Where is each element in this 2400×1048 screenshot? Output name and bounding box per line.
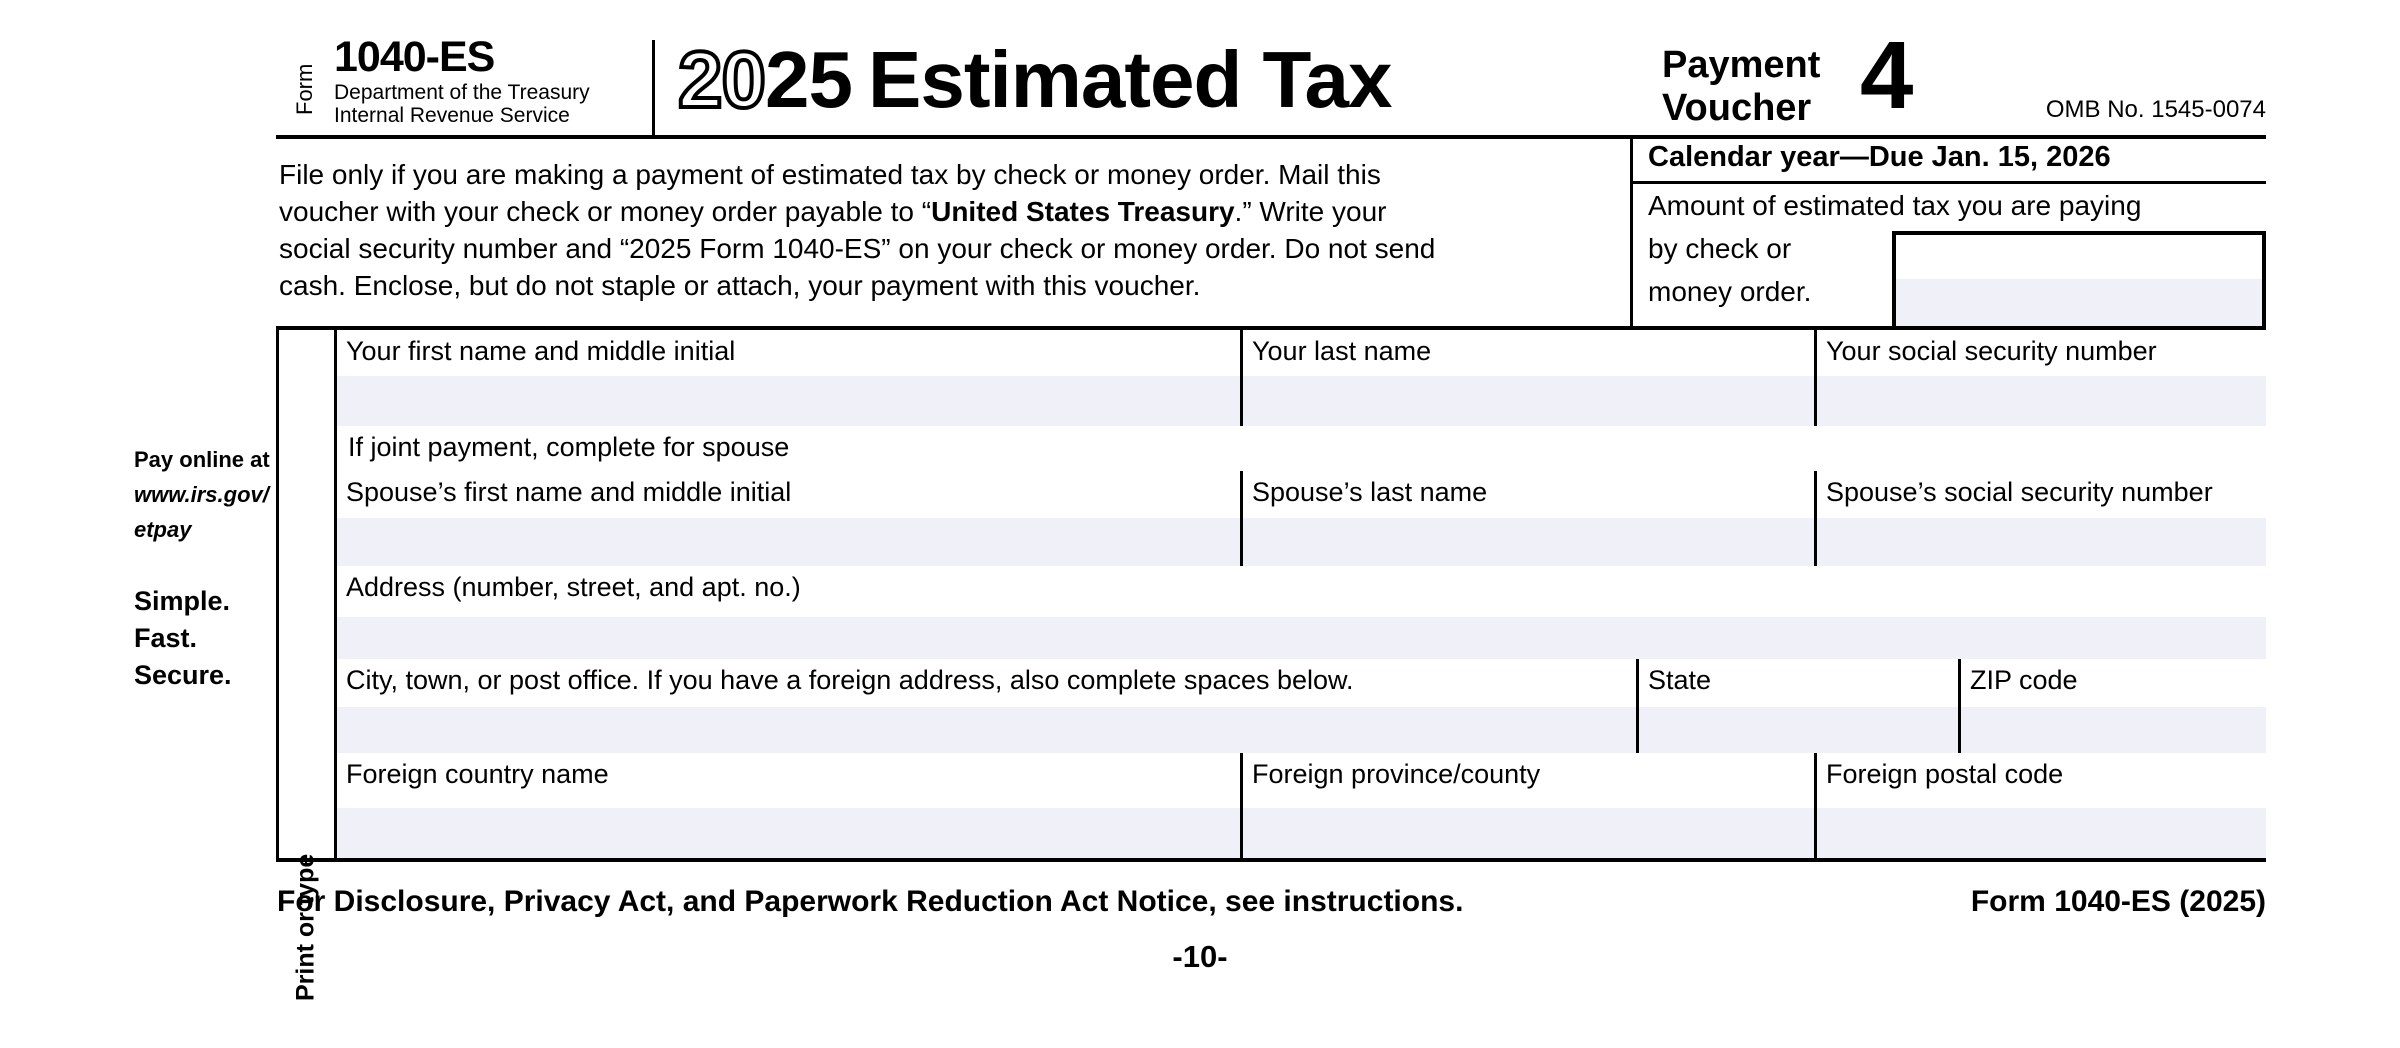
spouse-ssn-input[interactable] bbox=[1817, 518, 2266, 566]
instruction-line-3: social security number and “2025 Form 10… bbox=[279, 233, 1436, 264]
instruction-line-2: voucher with your check or money order p… bbox=[279, 193, 1679, 230]
spouse-last-name-label: Spouse’s last name bbox=[1252, 477, 1488, 507]
foreign-country-cell: Foreign country name bbox=[337, 753, 1240, 858]
foreign-postal-label: Foreign postal code bbox=[1826, 759, 2064, 789]
spouse-first-name-label: Spouse’s first name and middle initial bbox=[346, 477, 792, 507]
filing-instructions: File only if you are making a payment of… bbox=[279, 156, 1679, 304]
spouse-last-name-cell: Spouse’s last name bbox=[1240, 471, 1814, 566]
department-line-1: Department of the Treasury bbox=[334, 81, 590, 104]
calendar-due-date: Calendar year—Due Jan. 15, 2026 bbox=[1648, 141, 2111, 173]
joint-payment-note: If joint payment, complete for spouse bbox=[348, 432, 790, 462]
zip-cell: ZIP code bbox=[1958, 659, 2266, 753]
foreign-postal-cell: Foreign postal code bbox=[1814, 753, 2266, 858]
omb-number: OMB No. 1545-0074 bbox=[2045, 96, 2266, 123]
calendar-section-left-border bbox=[1630, 139, 1633, 326]
pay-online-block: Pay online at www.irs.gov/ etpay bbox=[134, 442, 270, 547]
instruction-line-2-post: .” Write your bbox=[1234, 196, 1387, 227]
department-line-2: Internal Revenue Service bbox=[334, 104, 570, 127]
page-number: -10- bbox=[1172, 939, 1228, 974]
instruction-line-4: cash. Enclose, but do not staple or atta… bbox=[279, 270, 1201, 301]
spouse-first-name-input[interactable] bbox=[337, 518, 1240, 566]
last-name-label: Your last name bbox=[1252, 336, 1432, 366]
payee-name-bold: United States Treasury bbox=[931, 196, 1235, 227]
first-name-input[interactable] bbox=[337, 376, 1240, 426]
zip-input[interactable] bbox=[1961, 707, 2266, 753]
page-title: 2025 Estimated Tax bbox=[676, 38, 1392, 122]
payment-voucher-line-1: Payment bbox=[1662, 44, 1821, 86]
amount-label: Amount of estimated tax you are paying b… bbox=[1648, 190, 2142, 307]
address-input[interactable] bbox=[337, 617, 2266, 659]
foreign-country-label: Foreign country name bbox=[346, 759, 609, 789]
foreign-postal-input[interactable] bbox=[1817, 808, 2266, 858]
first-name-label: Your first name and middle initial bbox=[346, 336, 736, 366]
ssn-cell: Your social security number bbox=[1814, 330, 2266, 426]
header-vertical-divider bbox=[652, 40, 655, 135]
city-input[interactable] bbox=[337, 707, 1636, 753]
header-rule bbox=[276, 135, 2266, 139]
title-year-solid: 25 bbox=[764, 35, 853, 124]
state-cell: State bbox=[1636, 659, 1958, 753]
disclosure-notice: For Disclosure, Privacy Act, and Paperwo… bbox=[277, 885, 1464, 918]
foreign-province-input[interactable] bbox=[1243, 808, 1814, 858]
taxpayer-info-table: Print or type Your first name and middle… bbox=[276, 326, 2266, 1001]
instruction-line-1: File only if you are making a payment of… bbox=[279, 159, 1381, 190]
last-name-cell: Your last name bbox=[1240, 330, 1814, 426]
address-label: Address (number, street, and apt. no.) bbox=[346, 572, 801, 602]
first-name-cell: Your first name and middle initial bbox=[337, 330, 1240, 426]
city-label: City, town, or post office. If you have … bbox=[346, 665, 1354, 695]
zip-label: ZIP code bbox=[1970, 665, 2078, 695]
address-cell: Address (number, street, and apt. no.) bbox=[337, 566, 2266, 659]
form-word-vertical-label: Form bbox=[292, 63, 317, 115]
payment-voucher-label: Payment Voucher bbox=[1662, 44, 1820, 130]
foreign-province-label: Foreign province/county bbox=[1252, 759, 1541, 789]
irs-url-line-1: www.irs.gov/ bbox=[134, 482, 269, 507]
spouse-last-name-input[interactable] bbox=[1243, 518, 1814, 566]
simple-fast-secure-tagline: Simple. Fast. Secure. bbox=[134, 586, 232, 690]
foreign-country-input[interactable] bbox=[337, 808, 1240, 858]
last-name-input[interactable] bbox=[1243, 376, 1814, 426]
payment-voucher-line-2: Voucher bbox=[1662, 87, 1812, 129]
print-or-type-label: Print or type bbox=[291, 853, 320, 1002]
ssn-label: Your social security number bbox=[1826, 336, 2157, 366]
instruction-line-2-pre: voucher with your check or money order p… bbox=[279, 196, 932, 227]
ssn-input[interactable] bbox=[1817, 376, 2266, 426]
calendar-section-divider bbox=[1630, 181, 2266, 184]
foreign-province-cell: Foreign province/county bbox=[1240, 753, 1814, 858]
form-number: 1040-ES bbox=[334, 33, 495, 81]
voucher-number: 4 bbox=[1860, 22, 1914, 129]
joint-payment-row: If joint payment, complete for spouse bbox=[337, 426, 2266, 471]
city-cell: City, town, or post office. If you have … bbox=[337, 659, 1636, 753]
form-id-footer: Form 1040-ES (2025) bbox=[1970, 885, 2266, 918]
spouse-first-name-cell: Spouse’s first name and middle initial bbox=[337, 471, 1240, 566]
amount-box bbox=[1892, 231, 2266, 331]
title-text: Estimated Tax bbox=[867, 35, 1392, 124]
title-year-outline: 20 bbox=[676, 35, 768, 124]
state-input[interactable] bbox=[1639, 707, 1958, 753]
state-label: State bbox=[1648, 665, 1712, 695]
pay-online-text: Pay online at bbox=[134, 447, 270, 472]
spouse-ssn-cell: Spouse’s social security number bbox=[1814, 471, 2266, 566]
irs-url-line-2: etpay bbox=[134, 517, 192, 542]
print-or-type-divider bbox=[334, 330, 337, 858]
department-lines: Department of the Treasury Internal Reve… bbox=[334, 81, 590, 127]
amount-input[interactable] bbox=[1896, 279, 2262, 327]
spouse-ssn-label: Spouse’s social security number bbox=[1826, 477, 2213, 507]
